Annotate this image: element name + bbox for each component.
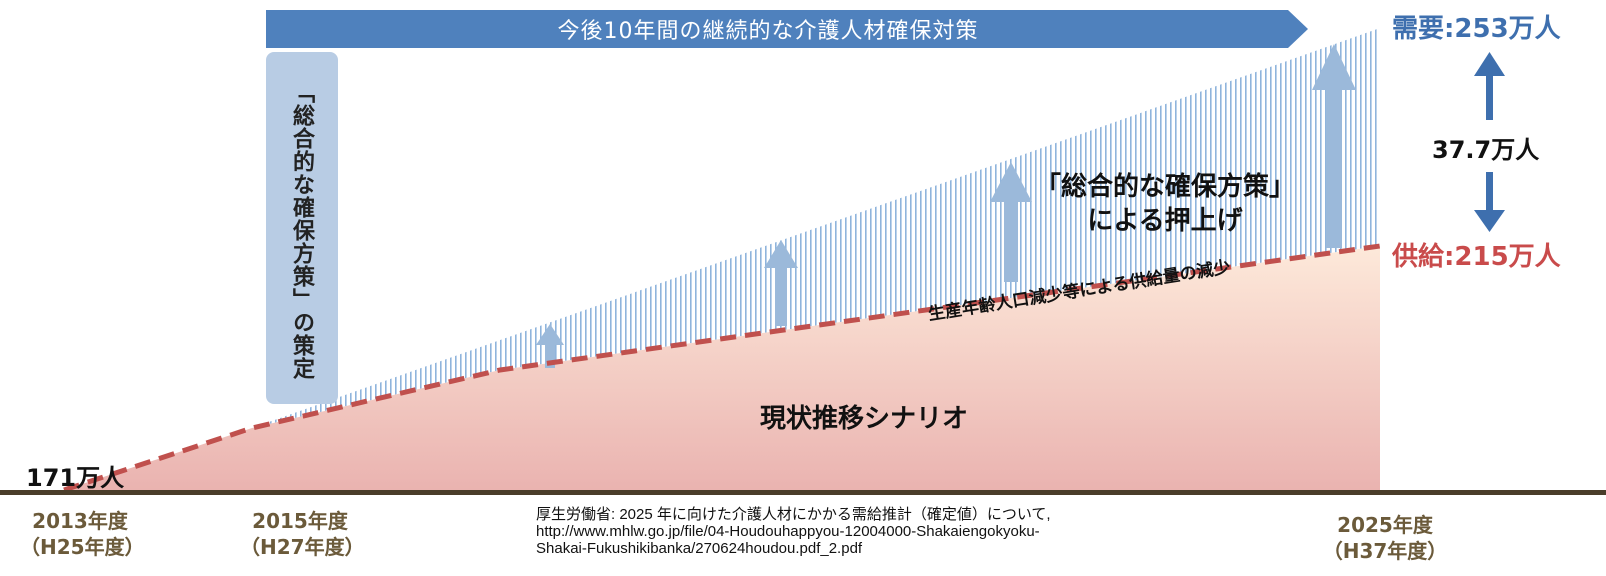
source-line2: http://www.mhlw.go.jp/file/04-Houdouhapp…: [536, 523, 1040, 540]
gap-label: 37.7万人: [1432, 136, 1540, 164]
source-citation: 厚生労働省: 2025 年に向けた介護人材にかかる需給推計（確定値）について, …: [536, 506, 1296, 557]
boost-arrows: [536, 44, 1356, 368]
source-line3: Shakai-Fukushikibanka/270624houdou.pdf_2…: [536, 540, 863, 557]
start-value-label: 171万人: [26, 464, 125, 492]
strategy-box: [266, 52, 338, 404]
x-tick-year: 2013年度: [32, 509, 128, 533]
boost-label: 「総合的な確保方策」 による押上げ: [1000, 170, 1330, 238]
x-tick-2013: 2013年度 （H25年度）: [20, 508, 145, 560]
x-tick-era: （H27年度）: [240, 535, 365, 559]
up-down-arrow-icon: [1474, 52, 1505, 232]
supply-label: 供給:215万人: [1392, 242, 1561, 272]
x-tick-2015: 2015年度 （H27年度）: [240, 508, 365, 560]
banner-arrow: [266, 10, 1308, 48]
axis-line: [0, 490, 1606, 495]
supply-trend-line: [63, 243, 1381, 493]
x-tick-era: （H25年度）: [20, 535, 145, 559]
x-tick-year: 2025年度: [1337, 513, 1433, 537]
x-tick-2025: 2025年度 （H37年度）: [1320, 512, 1450, 564]
up-arrow-icon: [764, 240, 798, 326]
source-line1: 厚生労働省: 2025 年に向けた介護人材にかかる需給推計（確定値）について,: [536, 506, 1051, 523]
boost-area: [64, 28, 1380, 490]
strategy-box-label: 「総合的な確保方策」の策定: [289, 80, 314, 380]
scenario-label: 現状推移シナリオ: [760, 404, 969, 434]
supply-area: [64, 246, 1380, 490]
banner-title: 今後10年間の継続的な介護人材確保対策: [557, 19, 979, 44]
up-arrow-icon: [1312, 44, 1356, 248]
up-arrow-icon: [536, 324, 564, 368]
boost-label-line1: 「総合的な確保方策」: [1034, 172, 1295, 202]
x-tick-era: （H37年度）: [1322, 539, 1448, 563]
up-arrow-icon: [990, 162, 1032, 282]
x-tick-year: 2015年度: [252, 509, 348, 533]
boost-label-line2: による押上げ: [1087, 206, 1243, 236]
demand-label: 需要:253万人: [1392, 14, 1561, 44]
